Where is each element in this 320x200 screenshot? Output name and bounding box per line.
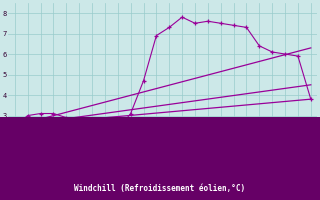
Text: Windchill (Refroidissement éolien,°C): Windchill (Refroidissement éolien,°C) <box>75 184 245 194</box>
